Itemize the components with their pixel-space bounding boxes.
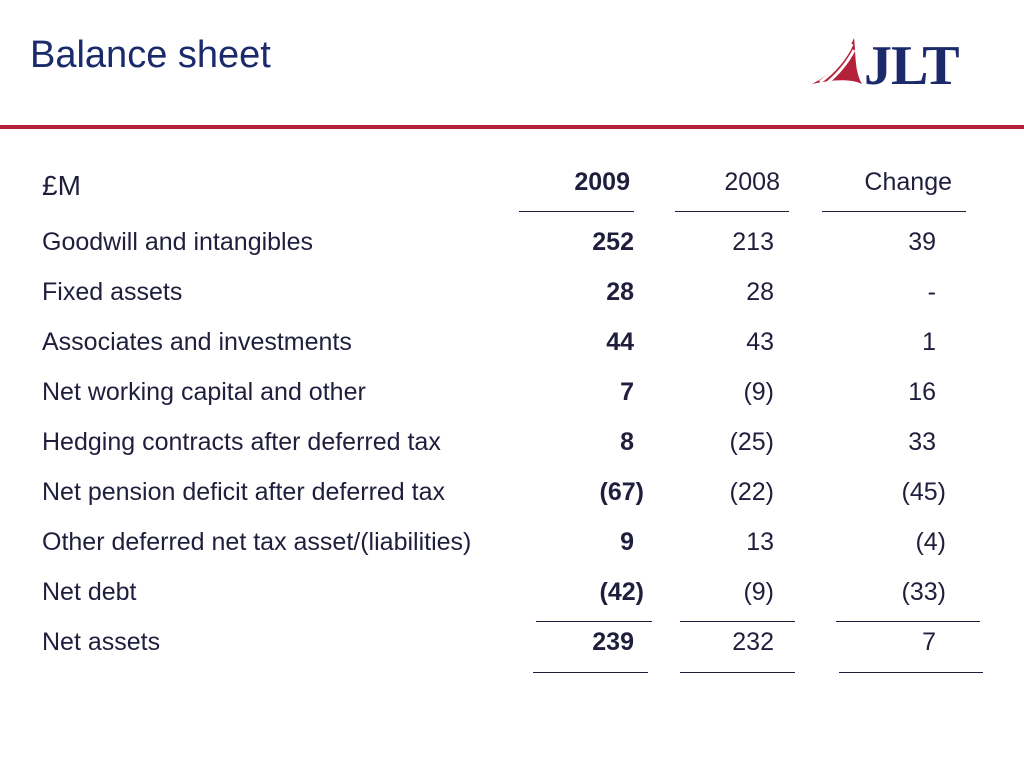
cell-hedging-contracts-2008: (25) xyxy=(729,428,774,456)
header-underline-change xyxy=(822,211,966,212)
column-header-change: Change xyxy=(864,168,952,196)
total-underline-2009 xyxy=(533,672,648,673)
cell-net-debt-2008: (9) xyxy=(743,578,774,606)
row-label-net-pension-deficit: Net pension deficit after deferred tax xyxy=(42,478,446,506)
cell-net-debt-2009: (42) xyxy=(599,578,644,606)
cell-other-deferred-tax-change: (4) xyxy=(915,528,946,556)
row-label-other-deferred-tax: Other deferred net tax asset/(liabilitie… xyxy=(42,528,472,556)
cell-net-working-capital-2009: 7 xyxy=(620,378,634,406)
sail-icon xyxy=(812,38,862,86)
row-label-net-working-capital: Net working capital and other xyxy=(42,378,366,406)
total-overline-2008 xyxy=(680,621,795,622)
cell-associates-2009: 44 xyxy=(606,328,634,356)
cell-net-pension-deficit-2008: (22) xyxy=(729,478,774,506)
cell-goodwill-change: 39 xyxy=(908,228,936,256)
column-header-2008: 2008 xyxy=(724,168,780,196)
row-label-associates: Associates and investments xyxy=(42,328,352,356)
total-overline-2009 xyxy=(536,621,652,622)
cell-net-assets-change: 7 xyxy=(922,628,936,656)
logo-text: JLT xyxy=(864,35,960,97)
header-underline-2009 xyxy=(519,211,634,212)
cell-net-working-capital-change: 16 xyxy=(908,378,936,406)
column-header-2009: 2009 xyxy=(574,168,630,196)
cell-hedging-contracts-change: 33 xyxy=(908,428,936,456)
total-underline-2008 xyxy=(680,672,795,673)
cell-net-assets-2008: 232 xyxy=(732,628,774,656)
row-label-fixed-assets: Fixed assets xyxy=(42,278,183,306)
cell-other-deferred-tax-2008: 13 xyxy=(746,528,774,556)
header-divider xyxy=(0,125,1024,129)
cell-net-debt-change: (33) xyxy=(901,578,946,606)
cell-fixed-assets-2008: 28 xyxy=(746,278,774,306)
cell-associates-change: 1 xyxy=(922,328,936,356)
cell-fixed-assets-2009: 28 xyxy=(606,278,634,306)
row-label-goodwill: Goodwill and intangibles xyxy=(42,228,314,256)
total-overline-change xyxy=(836,621,980,622)
header-underline-2008 xyxy=(675,211,789,212)
page-title: Balance sheet xyxy=(30,34,271,76)
cell-hedging-contracts-2009: 8 xyxy=(620,428,634,456)
cell-other-deferred-tax-2009: 9 xyxy=(620,528,634,556)
total-underline-change xyxy=(839,672,983,673)
cell-associates-2008: 43 xyxy=(746,328,774,356)
cell-net-working-capital-2008: (9) xyxy=(743,378,774,406)
cell-net-pension-deficit-2009: (67) xyxy=(599,478,644,506)
row-label-net-debt: Net debt xyxy=(42,578,137,606)
unit-label: £M xyxy=(42,170,81,201)
cell-net-pension-deficit-change: (45) xyxy=(901,478,946,506)
cell-net-assets-2009: 239 xyxy=(592,628,634,656)
row-label-net-assets: Net assets xyxy=(42,628,161,656)
row-label-hedging-contracts: Hedging contracts after deferred tax xyxy=(42,428,441,456)
jlt-logo: JLT xyxy=(810,32,980,102)
cell-fixed-assets-change: - xyxy=(927,278,936,306)
cell-goodwill-2008: 213 xyxy=(732,228,774,256)
cell-goodwill-2009: 252 xyxy=(592,228,634,256)
